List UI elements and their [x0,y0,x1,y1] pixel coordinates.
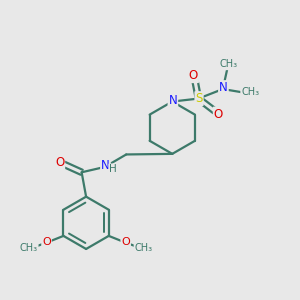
Text: N: N [101,159,110,172]
Text: H: H [109,164,117,174]
Text: N: N [169,94,177,106]
Text: O: O [189,69,198,82]
Text: CH₃: CH₃ [20,243,38,253]
Text: O: O [42,237,51,247]
Text: N: N [219,81,228,94]
Text: CH₃: CH₃ [241,87,259,97]
Text: O: O [121,237,130,247]
Text: O: O [55,156,64,169]
Text: S: S [195,92,203,105]
Text: CH₃: CH₃ [220,59,238,69]
Text: CH₃: CH₃ [134,243,153,253]
Text: O: O [214,107,223,121]
